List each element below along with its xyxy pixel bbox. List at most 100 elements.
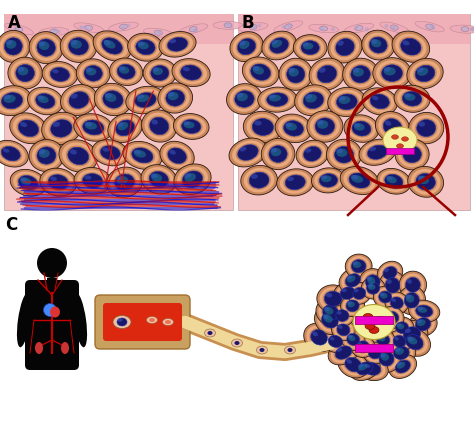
Text: C: C: [5, 216, 17, 234]
Ellipse shape: [77, 169, 108, 192]
Ellipse shape: [236, 143, 260, 162]
Ellipse shape: [347, 282, 371, 304]
Text: A: A: [8, 14, 21, 32]
Ellipse shape: [119, 66, 125, 71]
Ellipse shape: [296, 140, 328, 167]
Ellipse shape: [111, 116, 139, 140]
Ellipse shape: [177, 166, 208, 192]
Ellipse shape: [94, 83, 132, 116]
Ellipse shape: [343, 356, 363, 373]
Ellipse shape: [394, 85, 430, 112]
Ellipse shape: [414, 316, 432, 332]
Ellipse shape: [151, 65, 169, 80]
Ellipse shape: [410, 61, 440, 86]
Ellipse shape: [382, 117, 403, 137]
Ellipse shape: [385, 174, 403, 188]
Ellipse shape: [327, 139, 362, 170]
Ellipse shape: [129, 89, 162, 111]
Ellipse shape: [275, 114, 312, 143]
Ellipse shape: [392, 319, 412, 337]
Circle shape: [57, 30, 61, 34]
Circle shape: [471, 27, 474, 32]
Ellipse shape: [329, 142, 359, 167]
Ellipse shape: [60, 30, 97, 62]
Ellipse shape: [147, 170, 170, 189]
Ellipse shape: [368, 284, 375, 290]
Ellipse shape: [299, 143, 326, 165]
Ellipse shape: [233, 89, 256, 109]
Ellipse shape: [331, 342, 356, 363]
Ellipse shape: [258, 87, 297, 112]
Ellipse shape: [347, 301, 352, 305]
Circle shape: [320, 27, 324, 31]
Ellipse shape: [237, 93, 248, 101]
Circle shape: [13, 27, 17, 31]
Ellipse shape: [401, 38, 421, 55]
Ellipse shape: [132, 148, 153, 163]
Ellipse shape: [50, 176, 57, 181]
Ellipse shape: [373, 345, 401, 372]
Ellipse shape: [153, 68, 163, 75]
Ellipse shape: [326, 293, 332, 297]
Ellipse shape: [341, 270, 365, 291]
Ellipse shape: [103, 91, 123, 108]
Ellipse shape: [95, 142, 126, 163]
Ellipse shape: [45, 115, 78, 142]
Circle shape: [193, 29, 198, 33]
Ellipse shape: [346, 61, 375, 88]
Ellipse shape: [382, 273, 404, 297]
Ellipse shape: [330, 305, 355, 327]
Ellipse shape: [105, 93, 117, 102]
Ellipse shape: [6, 40, 17, 49]
Ellipse shape: [327, 334, 344, 349]
Ellipse shape: [311, 330, 328, 345]
Ellipse shape: [349, 64, 372, 85]
Ellipse shape: [461, 27, 469, 32]
Circle shape: [37, 248, 67, 278]
Ellipse shape: [347, 275, 356, 282]
Ellipse shape: [347, 256, 370, 276]
Circle shape: [194, 28, 198, 32]
Ellipse shape: [390, 332, 410, 351]
Ellipse shape: [413, 64, 437, 83]
Ellipse shape: [418, 176, 429, 184]
Ellipse shape: [358, 359, 385, 379]
Ellipse shape: [383, 119, 402, 135]
Ellipse shape: [392, 135, 399, 139]
Ellipse shape: [406, 294, 411, 299]
Ellipse shape: [355, 357, 388, 380]
Ellipse shape: [407, 279, 412, 284]
Ellipse shape: [382, 65, 402, 82]
Ellipse shape: [353, 338, 373, 356]
Ellipse shape: [13, 172, 43, 194]
Ellipse shape: [167, 37, 188, 51]
Ellipse shape: [32, 34, 60, 61]
Ellipse shape: [411, 302, 437, 321]
Ellipse shape: [144, 167, 173, 192]
Ellipse shape: [371, 329, 395, 351]
Ellipse shape: [13, 116, 44, 141]
Ellipse shape: [34, 92, 57, 110]
Ellipse shape: [160, 141, 194, 170]
Ellipse shape: [93, 31, 131, 61]
Ellipse shape: [375, 112, 410, 142]
Ellipse shape: [417, 319, 426, 326]
Ellipse shape: [396, 321, 428, 348]
Bar: [238, 14, 470, 44]
Ellipse shape: [254, 121, 262, 125]
Ellipse shape: [50, 306, 60, 318]
Ellipse shape: [69, 38, 89, 55]
Ellipse shape: [309, 24, 338, 33]
Ellipse shape: [101, 89, 125, 110]
Ellipse shape: [401, 145, 423, 164]
Ellipse shape: [317, 65, 337, 83]
Ellipse shape: [61, 342, 69, 354]
Ellipse shape: [367, 282, 380, 294]
Ellipse shape: [45, 64, 74, 85]
Ellipse shape: [280, 171, 310, 193]
Ellipse shape: [3, 95, 16, 103]
Ellipse shape: [25, 283, 79, 303]
Ellipse shape: [404, 293, 419, 308]
Ellipse shape: [74, 23, 103, 33]
Ellipse shape: [419, 122, 425, 127]
